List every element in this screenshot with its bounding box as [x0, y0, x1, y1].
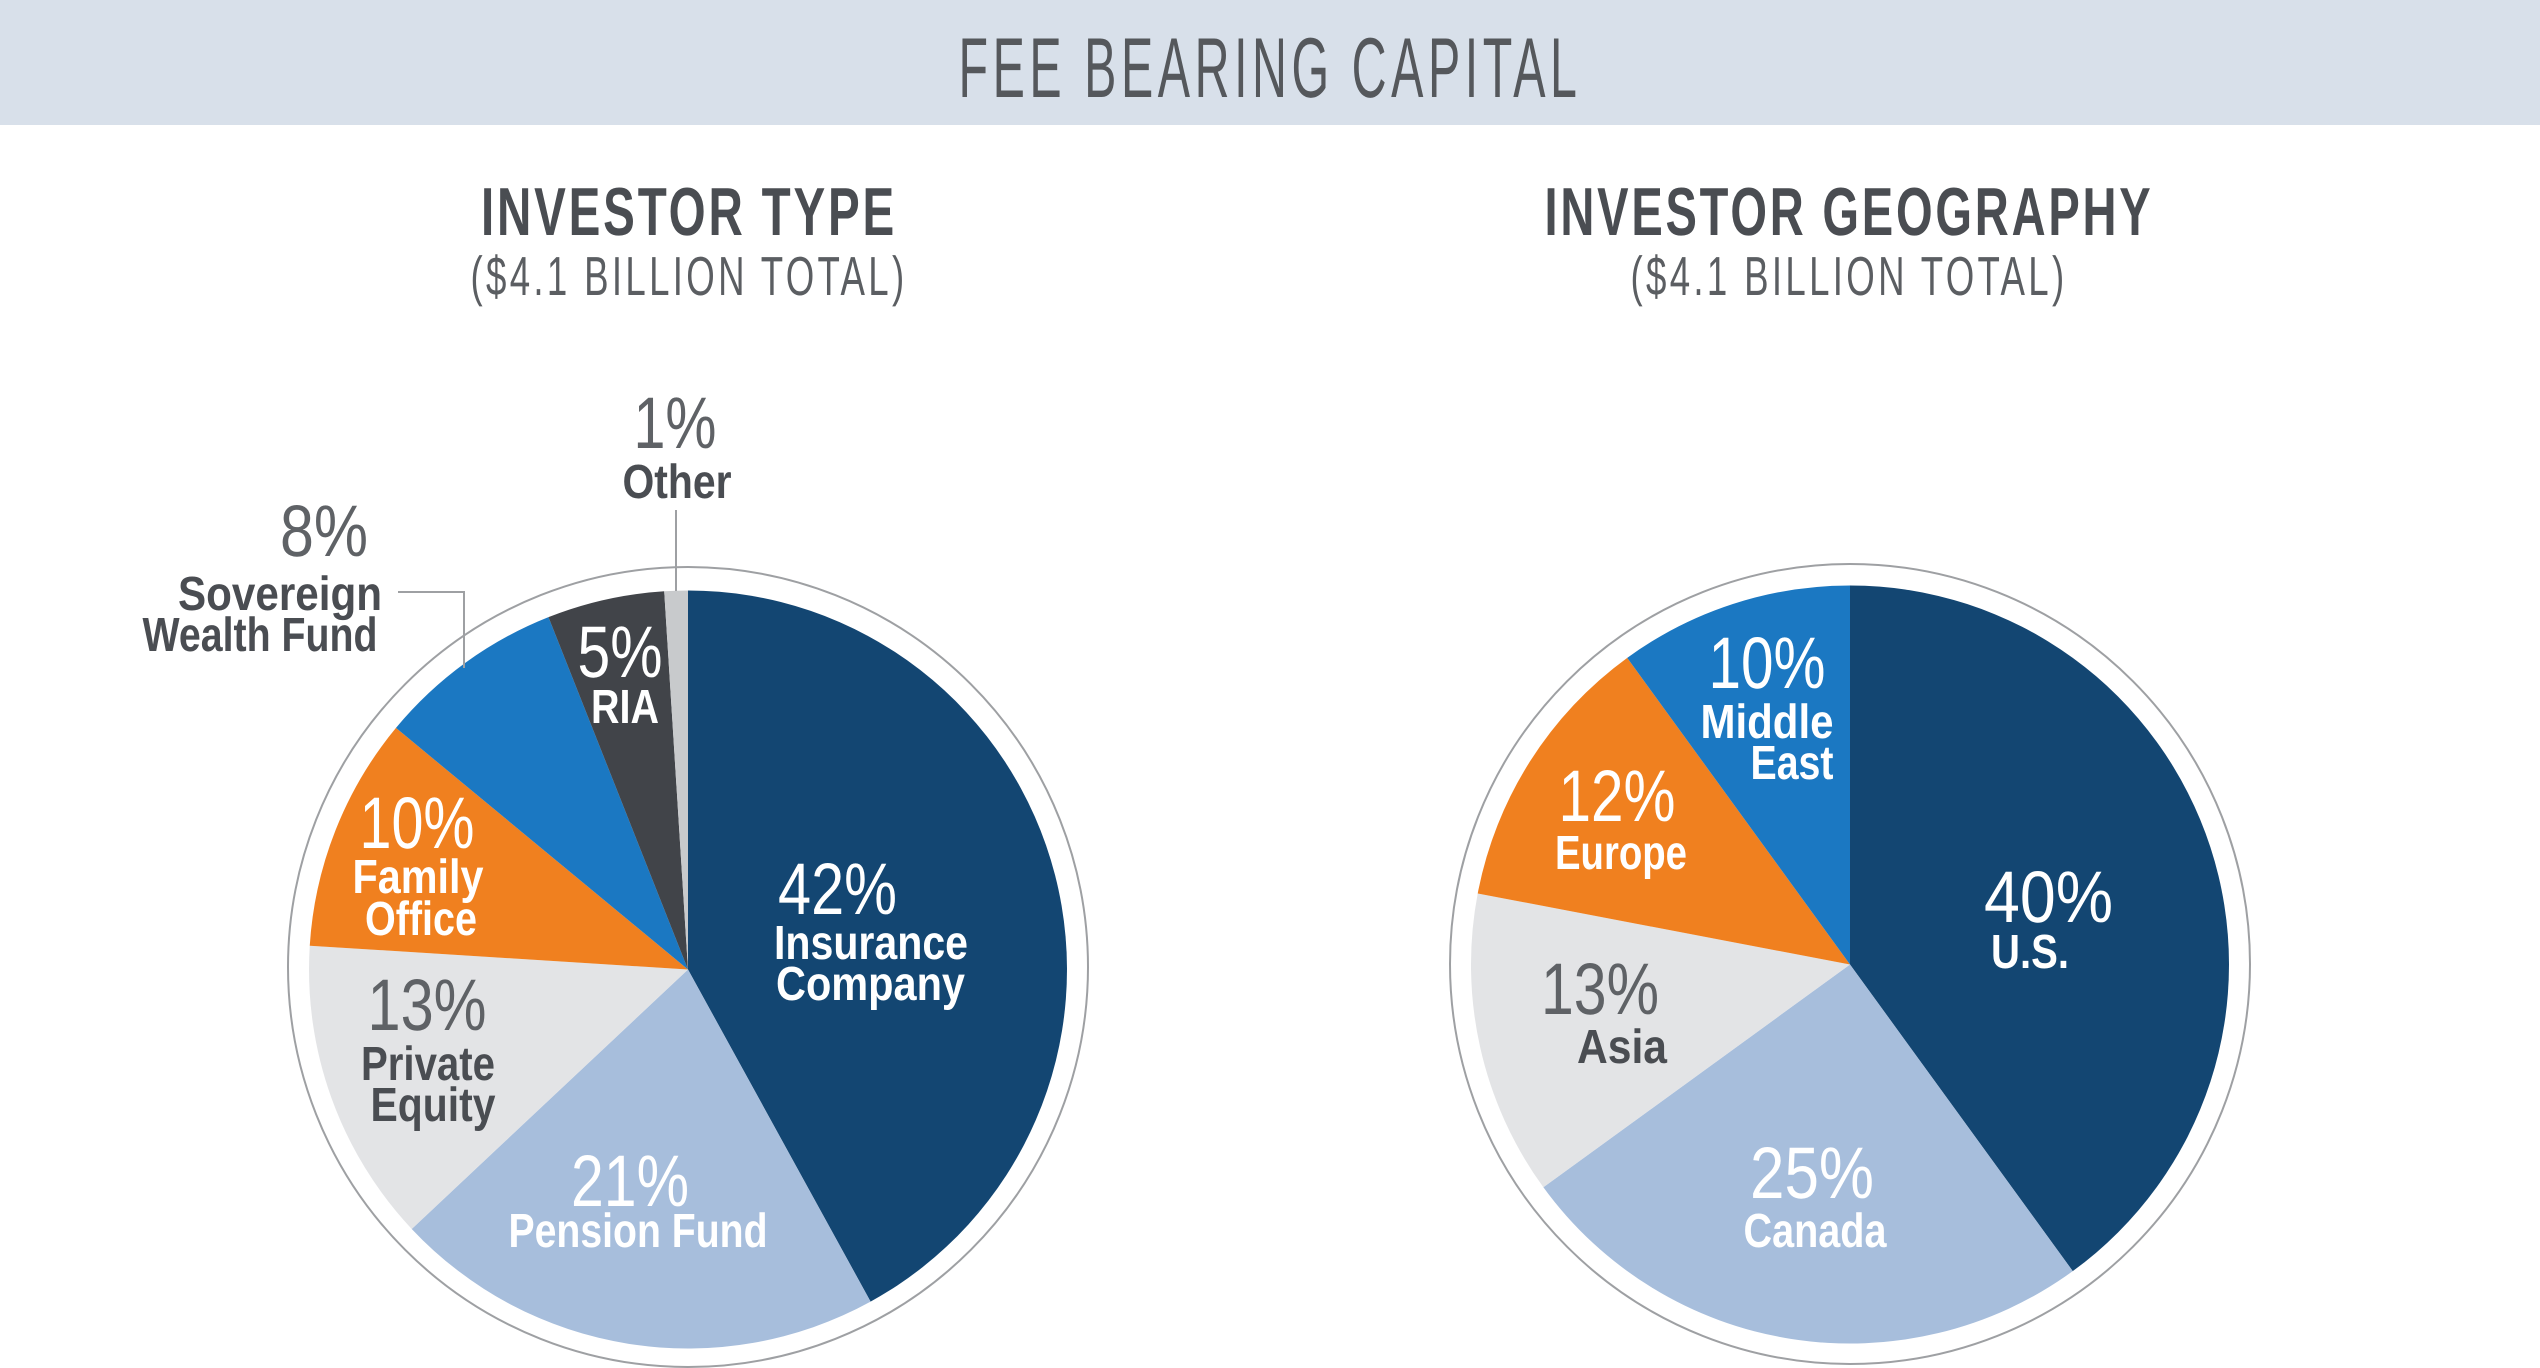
- svg-text:U.S.: U.S.: [1991, 926, 2069, 979]
- svg-text:Pension Fund: Pension Fund: [509, 1205, 768, 1258]
- svg-text:Equity: Equity: [371, 1079, 496, 1132]
- svg-text:Sovereign: Sovereign: [178, 568, 382, 621]
- svg-text:Company: Company: [776, 958, 965, 1011]
- svg-text:1%: 1%: [634, 383, 717, 464]
- svg-text:21%: 21%: [571, 1141, 689, 1222]
- svg-text:East: East: [1751, 737, 1834, 790]
- svg-text:FEE BEARING CAPITAL: FEE BEARING CAPITAL: [959, 21, 1582, 116]
- svg-text:Other: Other: [623, 456, 732, 509]
- svg-text:10%: 10%: [360, 783, 475, 864]
- svg-text:Private: Private: [361, 1038, 495, 1091]
- svg-text:5%: 5%: [578, 612, 663, 693]
- svg-text:Middle: Middle: [1701, 696, 1834, 749]
- svg-text:($4.1 BILLION TOTAL): ($4.1 BILLION TOTAL): [471, 245, 908, 307]
- svg-text:13%: 13%: [368, 965, 487, 1046]
- svg-text:Wealth Fund: Wealth Fund: [143, 609, 378, 662]
- svg-text:Family: Family: [353, 851, 484, 904]
- svg-text:42%: 42%: [778, 849, 897, 930]
- svg-text:40%: 40%: [1984, 857, 2113, 938]
- svg-text:($4.1 BILLION TOTAL): ($4.1 BILLION TOTAL): [1631, 245, 2068, 307]
- svg-text:Europe: Europe: [1555, 827, 1687, 880]
- svg-text:Office: Office: [365, 893, 477, 946]
- svg-text:INVESTOR GEOGRAPHY: INVESTOR GEOGRAPHY: [1545, 174, 2154, 250]
- svg-text:Insurance: Insurance: [774, 917, 968, 970]
- svg-text:10%: 10%: [1709, 623, 1826, 704]
- svg-text:Canada: Canada: [1744, 1205, 1887, 1258]
- svg-text:INVESTOR TYPE: INVESTOR TYPE: [481, 174, 897, 250]
- svg-text:8%: 8%: [280, 491, 368, 572]
- svg-text:25%: 25%: [1750, 1133, 1874, 1214]
- svg-text:12%: 12%: [1559, 756, 1676, 837]
- svg-text:RIA: RIA: [591, 681, 659, 734]
- svg-text:Asia: Asia: [1577, 1021, 1667, 1074]
- svg-text:13%: 13%: [1541, 949, 1659, 1030]
